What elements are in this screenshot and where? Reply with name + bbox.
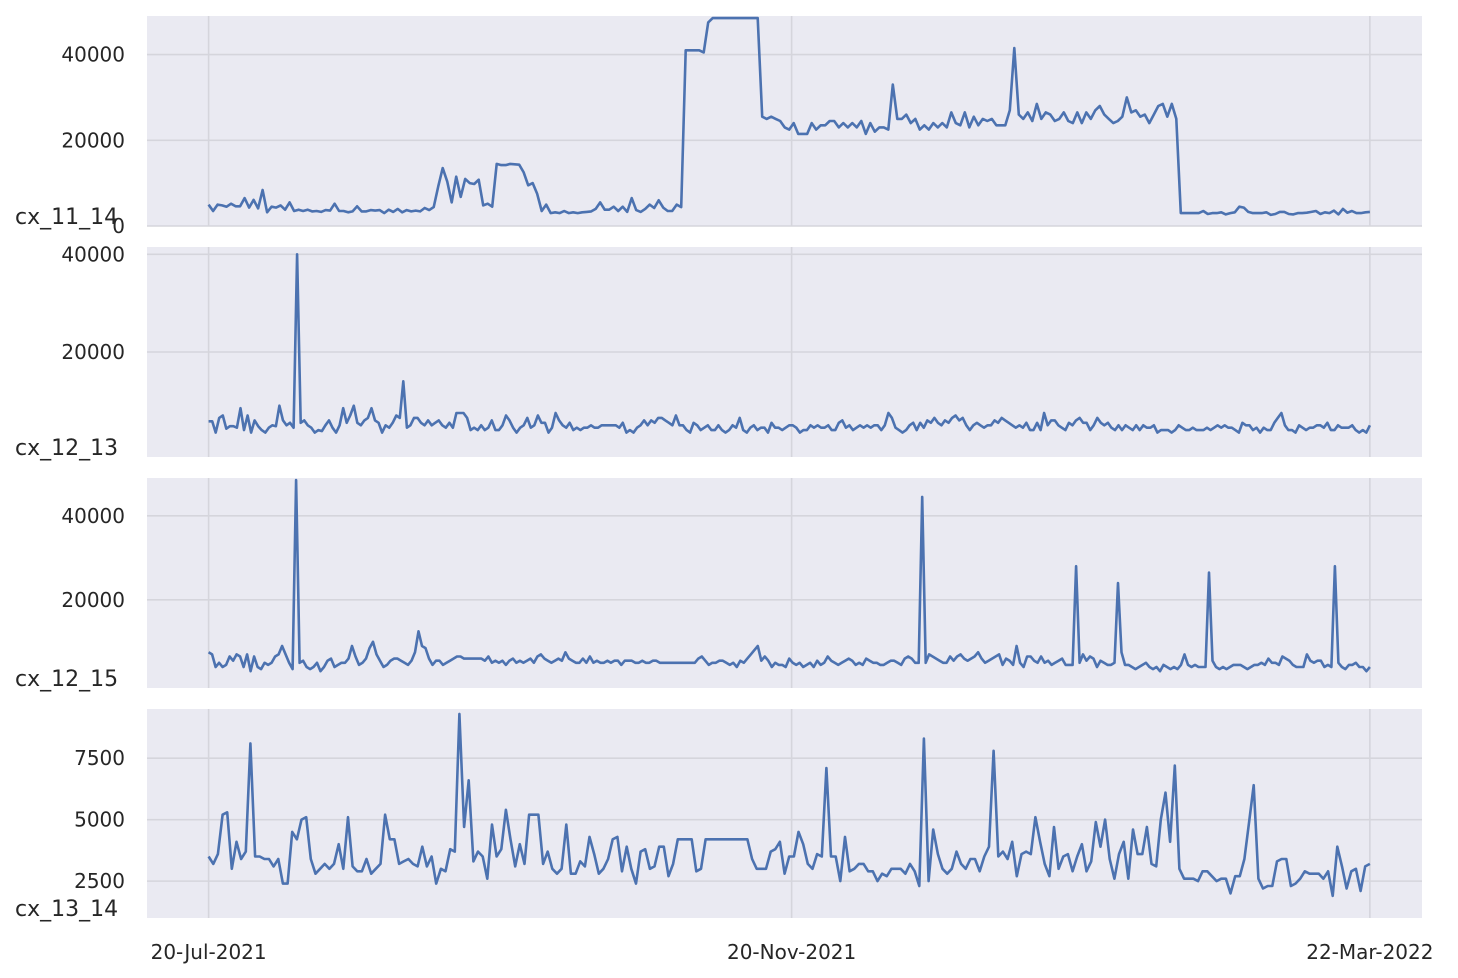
y-tick-label: 0	[112, 214, 125, 238]
y-tick-label: 5000	[74, 808, 125, 832]
y-tick-label: 20000	[61, 588, 125, 612]
x-tick-label: 20-Nov-2021	[727, 940, 856, 964]
y-tick-label: 7500	[74, 746, 125, 770]
y-axis-label: cx_12_15	[15, 667, 118, 692]
y-tick-label: 20000	[61, 128, 125, 152]
panel-cx_13_14: 2500 5000 7500 cx_13_14	[15, 709, 1422, 922]
y-tick-label: 40000	[61, 43, 125, 67]
x-tick-labels: 20-Jul-2021 20-Nov-2021 22-Mar-2022	[151, 940, 1434, 964]
y-axis-label: cx_13_14	[15, 897, 118, 922]
y-axis-label: cx_12_13	[15, 436, 118, 461]
panel-background	[147, 709, 1422, 918]
panels-layer: 02000040000cx_11_142000040000cx_12_13200…	[15, 16, 1422, 922]
x-tick-label: 22-Mar-2022	[1306, 940, 1433, 964]
series-line-cx_12_15	[207, 478, 1371, 673]
y-tick-label: 2500	[74, 869, 125, 893]
series-line-cx_12_13	[208, 253, 1372, 434]
y-tick-label: 40000	[61, 242, 125, 266]
y-axis-label: cx_11_14	[15, 205, 118, 230]
y-tick-label: 20000	[61, 340, 125, 364]
y-tick-label: 40000	[61, 504, 125, 528]
panel-background	[147, 16, 1422, 226]
panel-cx_11_14: 0 20000 40000 cx_11_14	[15, 16, 1422, 238]
panel-background	[147, 478, 1422, 688]
panel-cx_12_15: 20000 40000 cx_12_15	[15, 478, 1422, 692]
panel-cx_12_13: 20000 40000 cx_12_13	[15, 242, 1422, 461]
x-tick-label: 20-Jul-2021	[151, 940, 267, 964]
series-line-cx_11_14	[207, 16, 1371, 217]
series-line-cx_13_14	[207, 712, 1371, 898]
